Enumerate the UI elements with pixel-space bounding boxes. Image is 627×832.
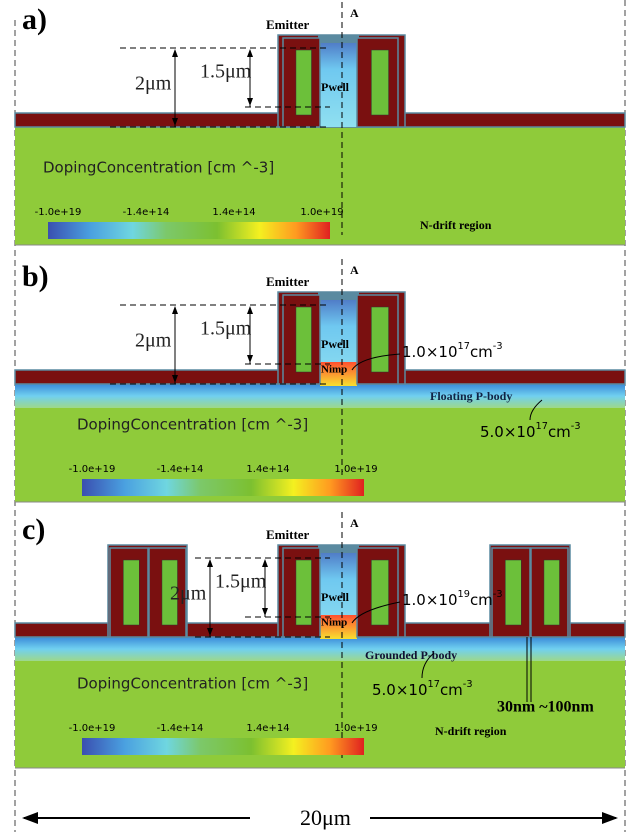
- p-body-concentration-unit-exponent: -3: [463, 679, 473, 690]
- nimp-concentration-exponent: 17: [458, 341, 470, 352]
- emitter-contact: [318, 292, 359, 300]
- p-body-concentration-mantissa: 5.0×10: [480, 423, 536, 441]
- panel-label: b): [22, 260, 49, 293]
- colorbar-tick: 1.0e+19: [300, 207, 343, 218]
- gate-poly: [296, 560, 312, 625]
- p-body: [15, 384, 625, 408]
- panel-label: a): [22, 3, 47, 36]
- depth-outer: 2μm: [135, 330, 172, 352]
- depth-outer: 2μm: [135, 73, 172, 95]
- spacing-label: 30nm ~100nm: [497, 699, 594, 716]
- gate-poly: [123, 560, 139, 625]
- colorbar-tick: -1.4e+14: [157, 464, 204, 475]
- cut-label: A: [350, 263, 359, 277]
- p-body-concentration: 5.0×1017cm-3: [372, 679, 473, 699]
- colorbar-title: DopingConcentration [cm ^-3]: [77, 416, 308, 434]
- depth-inner: 1.5μm: [200, 61, 252, 83]
- colorbar-tick: -1.4e+14: [123, 207, 170, 218]
- nimp-concentration-unit-exponent: -3: [493, 589, 503, 600]
- colorbar-tick: 1.4e+14: [246, 723, 289, 734]
- nimp-concentration: 1.0×1019cm-3: [402, 589, 503, 609]
- colorbar-tick: -1.0e+19: [69, 464, 116, 475]
- nimp-concentration-unit: cm: [470, 591, 493, 609]
- nimp-concentration-mantissa: 1.0×10: [402, 591, 458, 609]
- depth-inner: 1.5μm: [200, 318, 252, 340]
- nimp-concentration-unit-exponent: -3: [493, 341, 503, 352]
- colorbar-title: DopingConcentration [cm ^-3]: [43, 159, 274, 177]
- nimp-label: Nimp: [321, 617, 347, 629]
- nimp-concentration-exponent: 19: [458, 589, 470, 600]
- p-body-label: Floating P-body: [430, 389, 512, 403]
- colorbar-tick: -1.4e+14: [157, 723, 204, 734]
- p-body-concentration-mantissa: 5.0×10: [372, 681, 428, 699]
- colorbar-title: DopingConcentration [cm ^-3]: [77, 675, 308, 693]
- figure: 20μm Aa) Emitter Pwell 2μm 1.5μm DopingConcen…: [0, 0, 627, 832]
- p-body: [15, 637, 625, 661]
- cut-label: A: [350, 6, 359, 20]
- emitter-contact: [318, 35, 359, 43]
- emitter-label: Emitter: [266, 527, 310, 542]
- nimp-concentration-mantissa: 1.0×10: [402, 343, 458, 361]
- emitter-label: Emitter: [266, 274, 310, 289]
- p-body-label: Grounded P-body: [365, 648, 457, 662]
- colorbar-tick: 1.4e+14: [212, 207, 255, 218]
- pwell-label: Pwell: [321, 590, 350, 604]
- emitter-label: Emitter: [266, 17, 310, 32]
- colorbar-tick: -1.0e+19: [35, 207, 82, 218]
- gate-poly: [296, 50, 312, 115]
- gate-poly: [371, 50, 388, 115]
- p-body-concentration-unit: cm: [440, 681, 463, 699]
- region-label: N-drift region: [435, 724, 507, 738]
- pwell-label: Pwell: [321, 80, 350, 94]
- colorbar-tick: 1.4e+14: [246, 464, 289, 475]
- colorbar-tick: 1.0e+19: [334, 464, 377, 475]
- cut-label: A: [350, 516, 359, 530]
- gate-poly: [505, 560, 521, 625]
- colorbar: [82, 479, 364, 496]
- p-body-concentration-unit: cm: [548, 423, 571, 441]
- gate-poly: [296, 307, 312, 372]
- panel-label: c): [22, 513, 45, 546]
- depth-inner: 1.5μm: [215, 571, 267, 593]
- nimp-concentration-unit: cm: [470, 343, 493, 361]
- depth-outer: 2μm: [170, 583, 207, 605]
- colorbar: [48, 222, 330, 239]
- colorbar-tick: 1.0e+19: [334, 723, 377, 734]
- colorbar: [82, 738, 364, 755]
- p-body-concentration: 5.0×1017cm-3: [480, 421, 581, 441]
- colorbar-tick: -1.0e+19: [69, 723, 116, 734]
- gate-poly: [371, 560, 388, 625]
- gate-poly: [544, 560, 560, 625]
- nimp-concentration: 1.0×1017cm-3: [402, 341, 503, 361]
- emitter-contact: [318, 545, 359, 553]
- pwell-label: Pwell: [321, 337, 350, 351]
- p-body-concentration-exponent: 17: [428, 679, 440, 690]
- width-label: 20μm: [300, 805, 351, 830]
- gate-poly: [371, 307, 388, 372]
- p-body-concentration-unit-exponent: -3: [571, 421, 581, 432]
- nimp-label: Nimp: [321, 364, 347, 376]
- p-body-concentration-exponent: 17: [536, 421, 548, 432]
- region-label: N-drift region: [420, 218, 492, 232]
